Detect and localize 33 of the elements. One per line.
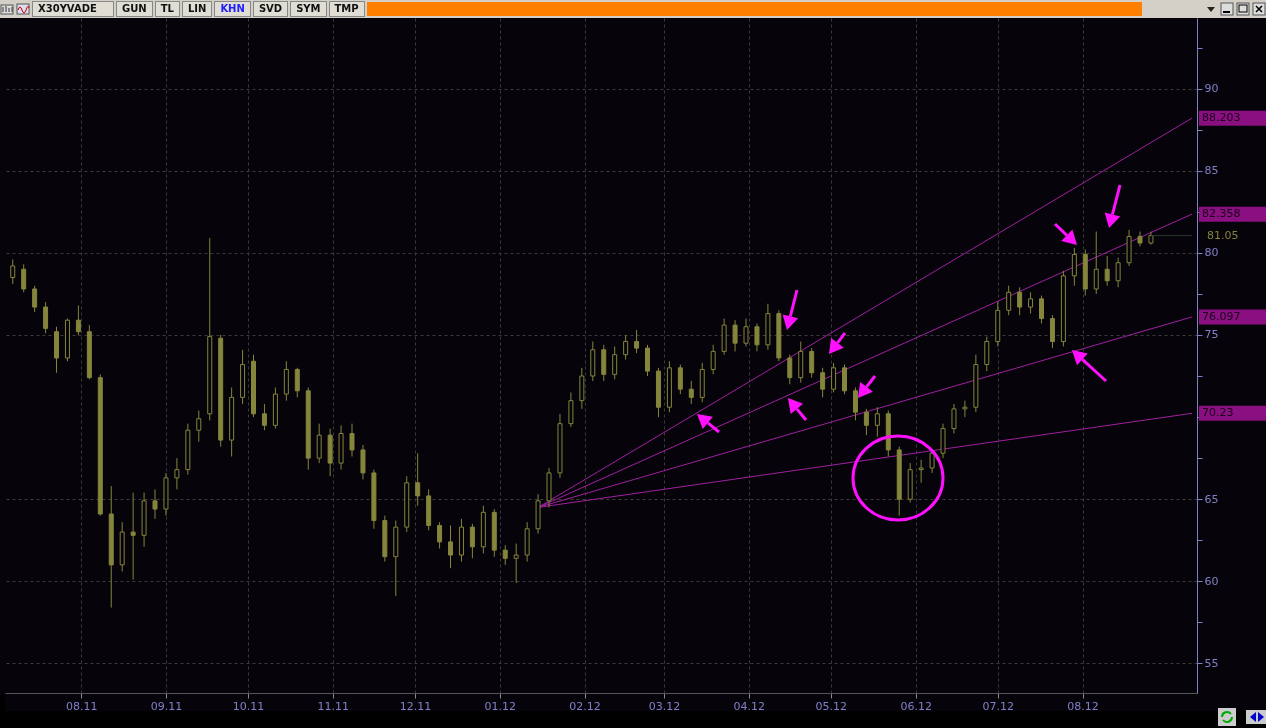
x-tick-label: 01.12 bbox=[484, 699, 517, 713]
y-tick-label: 90 bbox=[1204, 82, 1219, 96]
y-tick-label: 85 bbox=[1204, 164, 1219, 178]
x-tick-label: 12.11 bbox=[399, 699, 432, 713]
text: KHN bbox=[214, 1, 251, 17]
x-tick-label: 03.12 bbox=[648, 699, 681, 713]
text: SYM bbox=[290, 1, 327, 17]
data-label: 88.203 bbox=[1202, 111, 1241, 125]
x-tick-label: 08.11 bbox=[65, 699, 98, 713]
x-tick-label: 07.12 bbox=[982, 699, 1014, 713]
y-tick-label: 60 bbox=[1204, 574, 1219, 588]
text: SVD bbox=[252, 1, 289, 17]
x-tick-label: 02.12 bbox=[569, 699, 601, 713]
text: LIN bbox=[181, 1, 213, 17]
x-tick-label: 05.12 bbox=[815, 699, 848, 713]
x-tick-label: 06.12 bbox=[900, 699, 932, 713]
text: GUN bbox=[116, 1, 153, 17]
y-tick-label: 65 bbox=[1204, 492, 1219, 506]
ref-line-label: 81.05 bbox=[1207, 228, 1239, 242]
chart-title: X30YVADE bbox=[32, 1, 114, 17]
x-tick-label: 08.12 bbox=[1067, 699, 1099, 713]
y-tick-label: 55 bbox=[1204, 656, 1219, 670]
x-tick-label: 11.11 bbox=[317, 699, 350, 713]
data-label: 82.358 bbox=[1202, 207, 1241, 221]
text: TMP bbox=[328, 1, 365, 17]
x-tick-label: 09.11 bbox=[150, 699, 183, 713]
text: TL bbox=[154, 1, 180, 17]
x-tick-label: 10.11 bbox=[232, 699, 265, 713]
y-tick-label: 80 bbox=[1204, 246, 1219, 260]
x-tick-label: 04.12 bbox=[733, 699, 765, 713]
y-tick-label: 75 bbox=[1204, 328, 1219, 342]
data-label: 70.23 bbox=[1202, 406, 1234, 420]
data-label: 76.097 bbox=[1202, 309, 1241, 323]
